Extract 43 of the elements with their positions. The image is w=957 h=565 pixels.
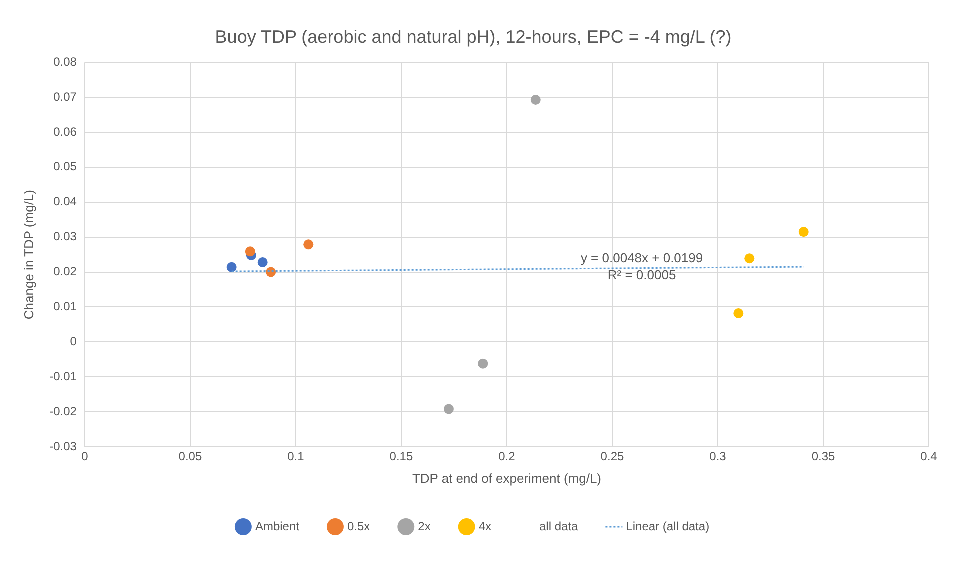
x-tick-label: 0 <box>82 450 89 464</box>
point <box>478 358 488 369</box>
x-tick-label: 0.1 <box>288 450 305 464</box>
point <box>258 257 268 268</box>
x-tick-label: 0.4 <box>920 450 938 464</box>
y-tick-label: -0.03 <box>50 439 78 454</box>
annotation: R² = 0.0005 <box>608 268 676 283</box>
point <box>245 246 256 257</box>
y-tick-label: 0.01 <box>54 300 78 314</box>
legend-label: 4x <box>478 519 492 534</box>
y-axis-title: Change in TDP (mg/L) <box>21 190 36 320</box>
y-tick-label: 0.07 <box>54 90 78 104</box>
point <box>744 254 755 264</box>
legend-label: Ambient <box>255 519 300 534</box>
y-tick-label: 0.08 <box>54 54 78 69</box>
chart-title: Buoy TDP (aerobic and natural pH), 12-hours, EPC = -4 mg/L (?) <box>215 26 732 47</box>
x-tick-label: 0.25 <box>600 450 624 464</box>
y-tick-label: 0.06 <box>54 124 78 139</box>
x-tick-label: 0.2 <box>498 450 516 464</box>
annotation: y = 0.0048x + 0.0199 <box>580 250 704 266</box>
x-axis-title: TDP at end of experiment (mg/L) <box>412 470 602 486</box>
point <box>798 227 809 238</box>
legend-label: 0.5x <box>347 519 370 534</box>
point <box>226 262 237 272</box>
legend-label: Linear (all data) <box>626 519 710 534</box>
y-tick-label: 0 <box>70 334 78 348</box>
text: all data <box>539 519 579 534</box>
y-tick-label: 0.02 <box>54 264 78 279</box>
y-tick-label: -0.02 <box>50 404 78 418</box>
point <box>734 308 744 319</box>
y-tick-label: -0.01 <box>50 369 78 384</box>
point <box>530 94 541 105</box>
legend-label: 2x <box>418 519 431 534</box>
y-tick-label: 0.04 <box>54 194 78 209</box>
x-tick-label: 0.3 <box>710 450 727 464</box>
point <box>304 240 314 250</box>
point <box>266 267 276 278</box>
y-tick-label: 0.03 <box>54 230 78 244</box>
point <box>444 404 454 414</box>
x-tick-label: 0.35 <box>812 450 836 464</box>
y-tick-label: 0.05 <box>54 160 78 174</box>
x-tick-label: 0.15 <box>390 450 414 464</box>
x-tick-label: 0.05 <box>178 450 202 464</box>
